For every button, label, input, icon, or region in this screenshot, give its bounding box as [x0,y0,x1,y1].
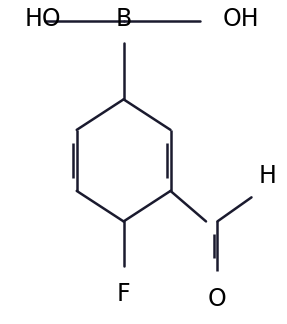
Text: O: O [208,286,227,310]
Text: OH: OH [223,7,260,31]
Text: B: B [115,7,132,31]
Text: H: H [258,165,276,189]
Text: HO: HO [24,7,61,31]
Text: F: F [117,282,130,306]
